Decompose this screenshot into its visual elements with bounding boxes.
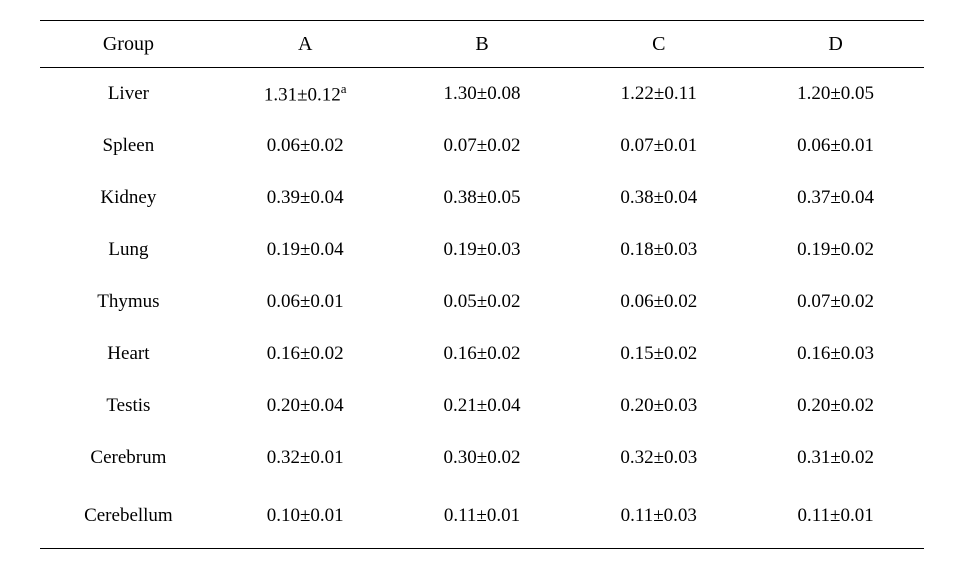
cell-value: 0.11±0.03 bbox=[570, 484, 747, 549]
row-label: Cerebrum bbox=[40, 432, 217, 484]
table-row: Thymus 0.06±0.01 0.05±0.02 0.06±0.02 0.0… bbox=[40, 276, 924, 328]
table-row: Testis 0.20±0.04 0.21±0.04 0.20±0.03 0.2… bbox=[40, 380, 924, 432]
row-label: Spleen bbox=[40, 120, 217, 172]
cell-value: 0.37±0.04 bbox=[747, 172, 924, 224]
cell-value: 0.06±0.02 bbox=[217, 120, 394, 172]
cell-value: 0.32±0.03 bbox=[570, 432, 747, 484]
cell-value: 0.06±0.01 bbox=[747, 120, 924, 172]
cell-value: 0.05±0.02 bbox=[394, 276, 571, 328]
col-header-c: C bbox=[570, 21, 747, 68]
cell-value: 0.06±0.01 bbox=[217, 276, 394, 328]
row-label: Thymus bbox=[40, 276, 217, 328]
col-header-d: D bbox=[747, 21, 924, 68]
table-row: Kidney 0.39±0.04 0.38±0.05 0.38±0.04 0.3… bbox=[40, 172, 924, 224]
row-label: Heart bbox=[40, 328, 217, 380]
table-row: Cerebrum 0.32±0.01 0.30±0.02 0.32±0.03 0… bbox=[40, 432, 924, 484]
cell-value: 0.39±0.04 bbox=[217, 172, 394, 224]
cell-value: 1.30±0.08 bbox=[394, 68, 571, 121]
cell-value: 0.16±0.02 bbox=[394, 328, 571, 380]
table-row: Heart 0.16±0.02 0.16±0.02 0.15±0.02 0.16… bbox=[40, 328, 924, 380]
cell-value: 0.32±0.01 bbox=[217, 432, 394, 484]
cell-value: 0.16±0.03 bbox=[747, 328, 924, 380]
cell-value: 0.20±0.02 bbox=[747, 380, 924, 432]
cell-superscript: a bbox=[341, 81, 347, 96]
cell-value: 0.30±0.02 bbox=[394, 432, 571, 484]
table-header-row: Group A B C D bbox=[40, 21, 924, 68]
cell-value: 0.16±0.02 bbox=[217, 328, 394, 380]
col-header-group: Group bbox=[40, 21, 217, 68]
cell-value: 0.19±0.02 bbox=[747, 224, 924, 276]
col-header-b: B bbox=[394, 21, 571, 68]
cell-value: 0.20±0.04 bbox=[217, 380, 394, 432]
cell-value: 0.19±0.04 bbox=[217, 224, 394, 276]
row-label: Kidney bbox=[40, 172, 217, 224]
table-row: Liver 1.31±0.12a 1.30±0.08 1.22±0.11 1.2… bbox=[40, 68, 924, 121]
cell-value: 0.07±0.02 bbox=[394, 120, 571, 172]
cell-value: 0.31±0.02 bbox=[747, 432, 924, 484]
cell-value: 0.21±0.04 bbox=[394, 380, 571, 432]
cell-value: 0.07±0.02 bbox=[747, 276, 924, 328]
col-header-a: A bbox=[217, 21, 394, 68]
cell-value: 0.19±0.03 bbox=[394, 224, 571, 276]
cell-value: 0.11±0.01 bbox=[394, 484, 571, 549]
table-row: Lung 0.19±0.04 0.19±0.03 0.18±0.03 0.19±… bbox=[40, 224, 924, 276]
cell-text: 1.31±0.12 bbox=[264, 85, 341, 106]
cell-value: 0.18±0.03 bbox=[570, 224, 747, 276]
cell-value: 0.10±0.01 bbox=[217, 484, 394, 549]
row-label: Lung bbox=[40, 224, 217, 276]
cell-value: 0.20±0.03 bbox=[570, 380, 747, 432]
cell-value: 0.15±0.02 bbox=[570, 328, 747, 380]
cell-value: 0.38±0.05 bbox=[394, 172, 571, 224]
row-label: Liver bbox=[40, 68, 217, 121]
data-table: Group A B C D Liver 1.31±0.12a 1.30±0.08… bbox=[40, 20, 924, 549]
cell-value: 0.07±0.01 bbox=[570, 120, 747, 172]
cell-value: 1.31±0.12a bbox=[217, 68, 394, 121]
cell-value: 0.11±0.01 bbox=[747, 484, 924, 549]
cell-value: 1.20±0.05 bbox=[747, 68, 924, 121]
row-label: Cerebellum bbox=[40, 484, 217, 549]
cell-value: 0.38±0.04 bbox=[570, 172, 747, 224]
cell-value: 0.06±0.02 bbox=[570, 276, 747, 328]
table-row: Cerebellum 0.10±0.01 0.11±0.01 0.11±0.03… bbox=[40, 484, 924, 549]
cell-value: 1.22±0.11 bbox=[570, 68, 747, 121]
row-label: Testis bbox=[40, 380, 217, 432]
table-row: Spleen 0.06±0.02 0.07±0.02 0.07±0.01 0.0… bbox=[40, 120, 924, 172]
